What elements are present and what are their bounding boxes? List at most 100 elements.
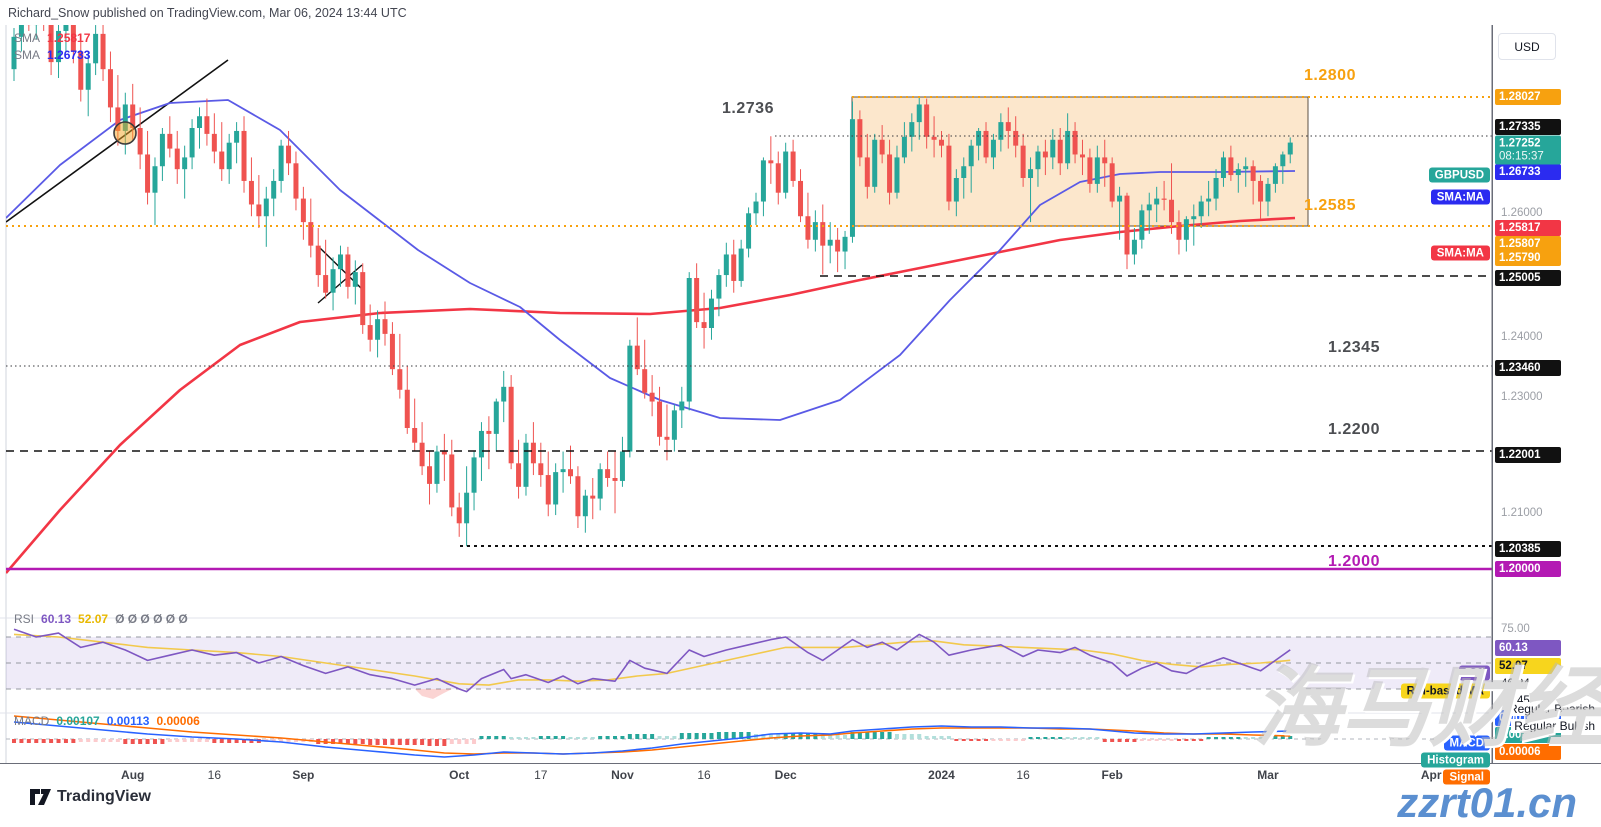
candle-body [864, 157, 870, 187]
hist-bar [197, 739, 202, 742]
hist-bar [12, 739, 16, 743]
legend-macd[interactable]: MACD 0.00107 0.00113 0.00006 [14, 714, 207, 728]
candle-body [1065, 130, 1071, 164]
hist-bar [63, 739, 68, 743]
hist-bar [976, 739, 981, 741]
candle-body [924, 104, 930, 137]
hist-bar [1199, 739, 1204, 741]
candle-body [1191, 216, 1197, 220]
tradingview-brand-text[interactable]: TradingView [57, 788, 151, 805]
candle-body [553, 472, 559, 505]
time-axis-label: Sep [292, 768, 315, 782]
hist-bar [575, 737, 580, 739]
level-price-label: 1.2585 [1304, 197, 1356, 214]
candle-body [1176, 222, 1182, 240]
legend-value: SMA [14, 48, 41, 62]
hist-bar [613, 736, 618, 739]
candle-body [85, 63, 91, 90]
candle-body [909, 122, 915, 137]
candle-body [308, 222, 314, 246]
indicator-value-badge: 60.13 [1495, 640, 1561, 656]
hist-bar [442, 739, 447, 746]
legend-value: 0.00006 [156, 714, 200, 728]
legend-sma-fast[interactable]: SMA 1.26733 [14, 48, 97, 62]
candle-body [1258, 180, 1264, 202]
candle-body [26, 25, 32, 26]
candle-body [293, 163, 299, 199]
hist-bar [390, 739, 395, 745]
legend-sma-slow[interactable]: SMA 1.25817 [14, 31, 97, 45]
legend-rsi[interactable]: RSI 60.13 52.07 Ø Ø Ø Ø Ø Ø [14, 612, 195, 626]
candle-body [93, 33, 99, 64]
candle-body [11, 36, 17, 70]
candle-body [657, 401, 663, 437]
price-badge: 1.23460 [1495, 360, 1561, 376]
candle-body [323, 275, 329, 293]
candle-body [805, 216, 811, 240]
rsi-ma-line [13, 633, 1291, 686]
hist-bar [360, 739, 365, 744]
hist-bar [1265, 737, 1270, 739]
indicator-axis-tag: Signal [1443, 769, 1490, 785]
price-badge: 1.28027 [1495, 89, 1561, 105]
hist-bar [687, 733, 692, 739]
hist-bar [1228, 737, 1233, 739]
hist-bar [71, 739, 76, 743]
candle-body [1287, 142, 1293, 155]
candle-body [115, 107, 121, 131]
legend-value: 52.07 [78, 612, 109, 626]
hist-bar [182, 739, 187, 742]
indicator-value-badge: 0.00006 [1495, 744, 1561, 760]
price-scale[interactable]: USD 1.28027 1.27335 1.26733 1.26000 1.25817 1… [1492, 25, 1601, 763]
hist-bar [1162, 739, 1167, 741]
candle-body [879, 139, 885, 155]
hist-bar [368, 739, 373, 745]
hist-bar [1258, 737, 1263, 739]
candle-body [1183, 219, 1189, 240]
hist-bar [627, 734, 632, 739]
hist-bar [115, 739, 120, 742]
candle-body [783, 151, 789, 193]
candle-body [790, 151, 796, 181]
rsi-oversold-fill [415, 689, 452, 699]
candle-body [107, 69, 113, 108]
hist-bar [1095, 737, 1100, 739]
candle-body [441, 451, 447, 455]
candle-body [642, 369, 648, 393]
price-badge: 1.25790 [1495, 250, 1561, 266]
candle-body [70, 25, 76, 52]
time-axis-label: Aug [121, 768, 145, 782]
candle-body [1235, 169, 1241, 176]
tradingview-logo-icon[interactable] [30, 787, 52, 807]
hist-bar [1013, 739, 1018, 741]
candle-body [397, 369, 403, 390]
hist-bar [19, 739, 24, 743]
currency-toggle-button[interactable]: USD [1498, 33, 1556, 60]
hist-bar [880, 732, 885, 739]
candle-body [901, 136, 907, 158]
candle-body [493, 401, 499, 434]
candle-body [389, 333, 395, 370]
candle-body [315, 245, 321, 276]
candle-body [760, 160, 766, 202]
candle-body [508, 386, 514, 464]
hist-bar [1043, 737, 1048, 739]
time-axis-label: 16 [207, 768, 222, 782]
time-axis[interactable]: Aug16SepOct17Nov16Dec202416FebMarApr18 [0, 763, 1601, 784]
candle-body [352, 272, 358, 287]
candle-body [56, 30, 62, 63]
hist-bar [650, 734, 655, 739]
candle-body [48, 25, 54, 63]
hist-bar [1080, 737, 1085, 739]
candle-body [1228, 157, 1234, 176]
indicator-value-badge: 46.24 [1501, 678, 1530, 690]
legend-value: RSI [14, 612, 35, 626]
candle-body [694, 278, 700, 323]
candle-body [612, 478, 618, 481]
candle-body [716, 275, 722, 299]
hist-bar [108, 739, 113, 742]
hist-bar [412, 739, 417, 745]
hist-bar [405, 739, 410, 745]
hist-bar [991, 739, 996, 741]
